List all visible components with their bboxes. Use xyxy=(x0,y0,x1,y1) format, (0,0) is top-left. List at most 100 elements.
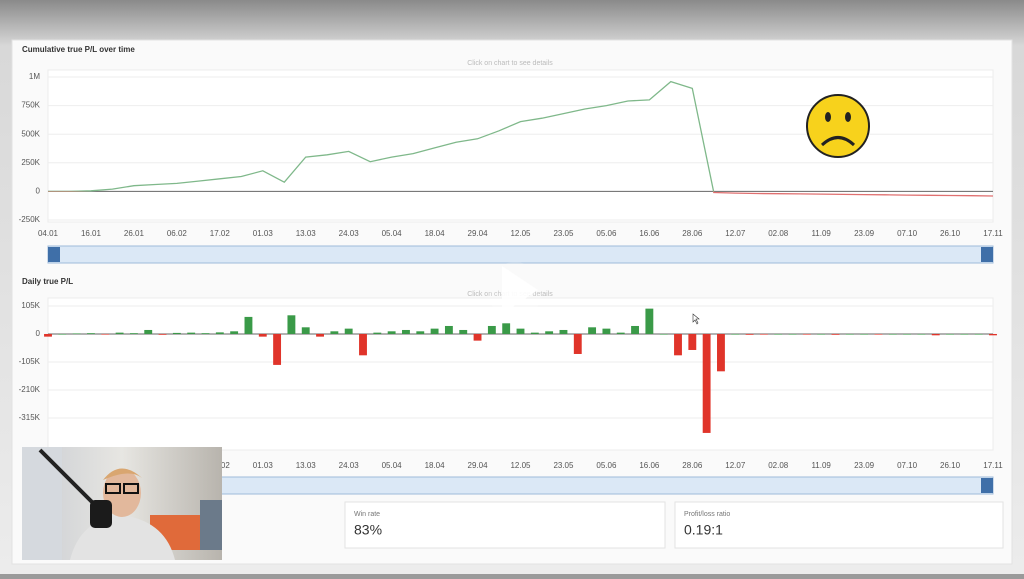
bar xyxy=(387,331,396,334)
bar xyxy=(416,331,425,334)
x-tick-label: 16.06 xyxy=(639,229,660,238)
bar xyxy=(330,331,339,334)
x-tick-label: 05.04 xyxy=(382,461,403,470)
x-tick-label: 12.07 xyxy=(725,229,746,238)
bar xyxy=(631,325,639,334)
x-tick-label: 28.06 xyxy=(682,229,703,238)
bar xyxy=(946,333,954,335)
stat-label: Win rate xyxy=(354,511,380,518)
bar xyxy=(487,325,496,334)
chart-subtitle: Click on chart to see details xyxy=(467,60,553,67)
bar xyxy=(731,333,740,335)
navigator-handle[interactable] xyxy=(981,247,993,262)
y-tick-label: 105K xyxy=(21,301,40,310)
bar xyxy=(659,333,668,335)
x-tick-label: 07.10 xyxy=(897,461,918,470)
x-tick-label: 24.03 xyxy=(339,229,360,238)
x-tick-label: 23.05 xyxy=(553,461,574,470)
bar xyxy=(931,333,940,336)
bar xyxy=(215,332,224,334)
stat-label: Profit/loss ratio xyxy=(684,511,730,518)
x-tick-label: 02.08 xyxy=(768,229,789,238)
bar xyxy=(845,333,854,335)
x-tick-label: 13.03 xyxy=(296,229,317,238)
bar xyxy=(344,328,353,334)
bar xyxy=(774,333,783,335)
line-series xyxy=(48,80,994,197)
bar xyxy=(287,315,296,334)
y-tick-label: 1M xyxy=(29,72,40,81)
bar xyxy=(502,323,511,334)
bar xyxy=(430,328,439,334)
bar xyxy=(688,333,697,350)
x-tick-label: 12.05 xyxy=(510,229,531,238)
chart-title: Daily true P/L xyxy=(22,277,73,286)
y-tick-label: -315K xyxy=(19,413,41,422)
bar xyxy=(974,333,983,335)
bar xyxy=(58,333,67,335)
bar xyxy=(717,333,725,372)
bar xyxy=(44,333,52,337)
x-tick-label: 26.10 xyxy=(940,229,961,238)
play-button[interactable] xyxy=(487,262,543,318)
range-navigator[interactable] xyxy=(47,245,994,264)
x-tick-label: 26.01 xyxy=(124,229,145,238)
bar xyxy=(788,333,797,335)
chart-title: Cumulative true P/L over time xyxy=(22,45,135,54)
x-tick-label: 23.09 xyxy=(854,229,875,238)
cursor xyxy=(692,313,700,325)
bar xyxy=(244,316,253,334)
x-tick-label: 17.11 xyxy=(983,229,1003,238)
x-tick-label: 11.09 xyxy=(811,229,831,238)
bar xyxy=(545,331,554,334)
x-tick-label: 18.04 xyxy=(425,229,446,238)
bar xyxy=(373,332,382,334)
x-tick-label: 28.06 xyxy=(682,461,703,470)
x-tick-label: 11.09 xyxy=(811,461,831,470)
y-tick-label: 250K xyxy=(21,158,40,167)
bar xyxy=(559,329,568,334)
x-tick-label: 04.01 xyxy=(38,229,59,238)
x-tick-label: 06.02 xyxy=(167,229,188,238)
x-tick-label: 16.06 xyxy=(639,461,660,470)
bar xyxy=(874,333,883,335)
stat-card xyxy=(674,501,1004,549)
bar xyxy=(860,333,869,335)
y-tick-label: 500K xyxy=(21,129,40,138)
bar xyxy=(473,333,482,341)
bar xyxy=(444,325,453,334)
x-tick-label: 12.05 xyxy=(510,461,531,470)
x-tick-label: 01.03 xyxy=(253,461,274,470)
bar xyxy=(573,333,582,354)
y-tick-label: 0 xyxy=(36,329,41,338)
sad-face-emoji xyxy=(806,94,870,158)
x-tick-label: 05.06 xyxy=(596,229,617,238)
webcam-overlay xyxy=(22,447,222,560)
stat-value: 0.19:1 xyxy=(684,522,723,538)
x-tick-label: 07.10 xyxy=(897,229,918,238)
stat-card xyxy=(344,501,666,549)
y-tick-label: -105K xyxy=(19,357,41,366)
navigator-handle[interactable] xyxy=(48,247,60,262)
bar xyxy=(187,332,196,334)
bar xyxy=(802,333,811,335)
x-tick-label: 01.03 xyxy=(253,229,274,238)
x-tick-label: 02.08 xyxy=(768,461,789,470)
bar xyxy=(989,333,997,336)
bar xyxy=(101,333,110,335)
x-tick-label: 29.04 xyxy=(468,461,489,470)
x-tick-label: 23.05 xyxy=(553,229,574,238)
x-tick-label: 23.09 xyxy=(854,461,875,470)
navigator-handle[interactable] xyxy=(981,478,993,493)
bar xyxy=(831,333,840,335)
y-tick-label: 0 xyxy=(36,187,41,196)
bar xyxy=(702,333,711,433)
bar xyxy=(588,327,597,334)
x-tick-label: 13.03 xyxy=(296,461,317,470)
bar xyxy=(359,333,367,356)
x-tick-label: 18.04 xyxy=(425,461,446,470)
bar xyxy=(72,333,81,335)
bar xyxy=(817,333,826,335)
x-tick-label: 29.04 xyxy=(468,229,489,238)
